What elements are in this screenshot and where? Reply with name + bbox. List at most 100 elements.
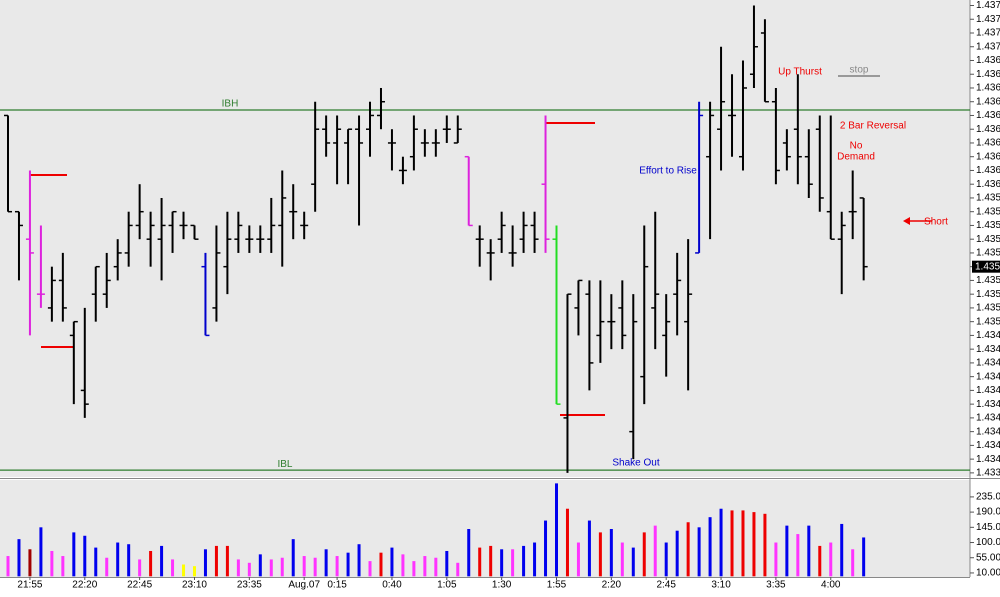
- volume-bar: [280, 557, 284, 577]
- volume-bar: [368, 561, 372, 577]
- volume-bar: [302, 556, 306, 577]
- volume-bar: [83, 535, 87, 577]
- volume-bar: [708, 517, 712, 577]
- y-tick-label: 190.00: [976, 507, 1000, 518]
- volume-bar: [105, 557, 109, 577]
- volume-bar: [291, 539, 295, 577]
- volume-bar: [774, 542, 778, 577]
- volume-bar: [192, 566, 196, 577]
- volume-bar: [72, 532, 76, 577]
- x-tick-label: 22:45: [127, 580, 152, 591]
- y-tick-label: 100.00: [976, 537, 1000, 548]
- x-tick-label: 4:00: [821, 580, 841, 591]
- volume-bar: [116, 542, 120, 577]
- annotation: 2 Bar Reversal: [840, 121, 906, 132]
- level-label: IBL: [277, 459, 292, 470]
- volume-bar: [171, 559, 175, 577]
- volume-bar: [752, 512, 756, 577]
- arrow-head: [903, 217, 910, 225]
- volume-bar: [401, 554, 405, 577]
- x-tick-label: 3:35: [766, 580, 786, 591]
- volume-bar: [94, 547, 98, 577]
- y-tick-label: 1.4370: [976, 41, 1000, 52]
- volume-bar: [862, 537, 866, 577]
- volume-bar: [203, 549, 207, 577]
- volume-bar: [686, 522, 690, 577]
- volume-bar: [642, 532, 646, 577]
- y-tick-label: 1.4348: [976, 344, 1000, 355]
- volume-bar: [609, 529, 613, 577]
- annotation: Short: [924, 217, 948, 228]
- volume-bar: [324, 549, 328, 577]
- price-panel: [0, 0, 970, 477]
- volume-bar: [620, 542, 624, 577]
- y-tick-label: 1.4362: [976, 151, 1000, 162]
- x-tick-label: 3:10: [711, 580, 731, 591]
- volume-bar: [225, 545, 229, 577]
- volume-bar: [697, 527, 701, 577]
- volume-bar: [730, 510, 734, 577]
- volume-bar: [138, 559, 142, 577]
- y-tick-label: 1.4347: [976, 358, 1000, 369]
- volume-bar: [39, 527, 43, 577]
- y-tick-label: 1.4358: [976, 206, 1000, 217]
- volume-bar: [840, 523, 844, 577]
- y-tick-label: 1.4365: [976, 110, 1000, 121]
- x-tick-label: 1:05: [437, 580, 457, 591]
- volume-bar: [456, 562, 460, 577]
- y-tick-label: 10.00: [976, 568, 1000, 579]
- y-tick-label: 1.4368: [976, 69, 1000, 80]
- y-tick-label: 1.4367: [976, 83, 1000, 94]
- volume-bar: [17, 539, 21, 577]
- volume-bar: [182, 564, 186, 577]
- volume-bar: [6, 556, 10, 577]
- volume-bar: [631, 547, 635, 577]
- volume-bar: [653, 525, 657, 577]
- volume-bar: [675, 530, 679, 577]
- y-tick-label: 1.4356: [976, 234, 1000, 245]
- volume-bar: [598, 532, 602, 577]
- annotation: stop: [850, 65, 869, 76]
- last-price: 1.4354: [975, 261, 1000, 272]
- x-tick-label: 2:45: [656, 580, 676, 591]
- volume-bar: [544, 520, 548, 577]
- volume-bar: [445, 550, 449, 577]
- volume-bar: [763, 513, 767, 577]
- y-tick-label: 1.4345: [976, 385, 1000, 396]
- volume-bar: [719, 508, 723, 577]
- y-tick-label: 1.4373: [976, 0, 1000, 11]
- x-tick-label: 2:20: [602, 580, 622, 591]
- volume-bar: [818, 545, 822, 577]
- volume-bar: [390, 547, 394, 577]
- y-tick-label: 1.4366: [976, 96, 1000, 107]
- y-tick-label: 1.4359: [976, 193, 1000, 204]
- y-tick-label: 1.4352: [976, 289, 1000, 300]
- y-tick-label: 1.4355: [976, 248, 1000, 259]
- x-tick-label: Aug.07: [288, 580, 320, 591]
- volume-bar: [587, 520, 591, 577]
- volume-bar: [478, 547, 482, 577]
- volume-bar: [785, 525, 789, 577]
- volume-bar: [412, 561, 416, 577]
- volume-bar: [258, 554, 262, 577]
- y-tick-label: 1.4343: [976, 413, 1000, 424]
- volume-bar: [741, 510, 745, 577]
- volume-bar: [269, 559, 273, 577]
- annotation: Effort to Rise: [639, 166, 697, 177]
- y-tick-label: 1.4357: [976, 220, 1000, 231]
- volume-bar: [489, 545, 493, 577]
- volume-bar: [664, 542, 668, 577]
- volume-bar: [533, 542, 537, 577]
- volume-bar: [247, 562, 251, 577]
- y-tick-label: 1.4346: [976, 371, 1000, 382]
- volume-bar: [565, 508, 569, 577]
- volume-bar: [379, 552, 383, 577]
- volume-bar: [434, 557, 438, 577]
- annotation: Shake Out: [612, 458, 659, 469]
- volume-bar: [335, 556, 339, 577]
- annotation: Demand: [837, 152, 875, 163]
- y-tick-label: 1.4349: [976, 330, 1000, 341]
